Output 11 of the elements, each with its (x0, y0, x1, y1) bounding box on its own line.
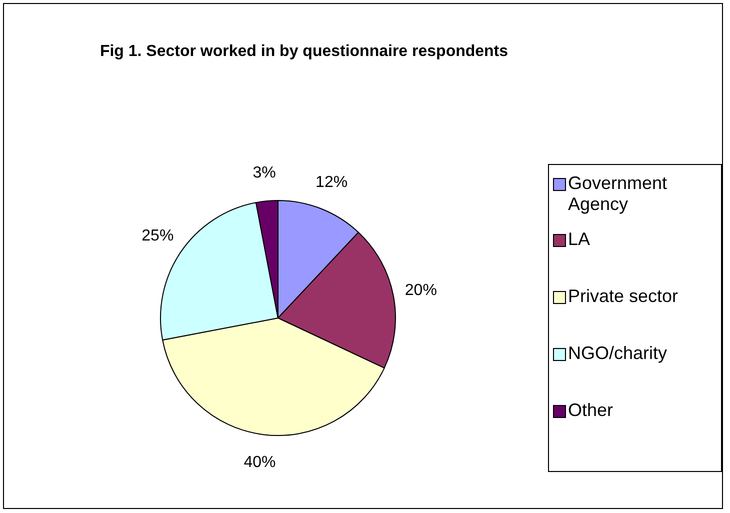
data-label: 20% (404, 282, 437, 300)
data-label: 40% (244, 454, 276, 471)
legend-label: Private sector (568, 286, 678, 307)
data-label: 25% (142, 228, 174, 245)
legend-label: Other (568, 400, 614, 421)
legend-label: LA (568, 229, 590, 250)
data-label: 12% (316, 174, 348, 192)
data-label: 3% (252, 164, 276, 182)
legend-label: Government Agency (568, 173, 668, 215)
chart-title: Fig 1. Sector worked in by questionnaire respondents (99, 42, 509, 62)
legend-label: NGO/charity (568, 343, 668, 364)
